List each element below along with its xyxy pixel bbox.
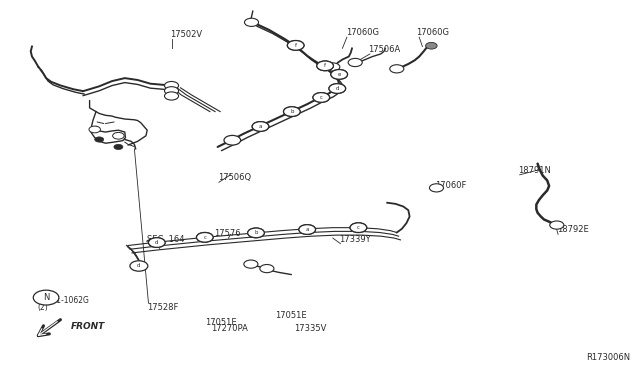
Circle shape [95, 137, 104, 142]
Text: e: e [337, 72, 341, 77]
Text: d: d [335, 86, 339, 91]
Circle shape [244, 260, 258, 268]
Circle shape [313, 93, 330, 102]
Circle shape [248, 228, 264, 238]
Text: SEC. 164: SEC. 164 [147, 235, 185, 244]
Circle shape [224, 135, 241, 145]
Circle shape [284, 107, 300, 116]
Circle shape [252, 122, 269, 131]
Text: c: c [320, 95, 323, 100]
Circle shape [390, 65, 404, 73]
Text: d: d [155, 240, 159, 245]
Circle shape [350, 223, 367, 232]
Text: 17060G: 17060G [416, 28, 449, 37]
Circle shape [285, 108, 299, 116]
Text: 18792E: 18792E [557, 225, 589, 234]
Text: c: c [357, 225, 360, 230]
Text: (2): (2) [37, 303, 48, 312]
Text: a: a [259, 124, 262, 129]
Circle shape [113, 132, 124, 139]
Circle shape [225, 136, 239, 144]
Circle shape [130, 261, 148, 271]
Circle shape [253, 122, 268, 131]
Text: a: a [305, 227, 309, 232]
Text: 17051E: 17051E [275, 311, 307, 320]
Text: 08911-1062G: 08911-1062G [37, 296, 89, 305]
Text: f: f [294, 43, 297, 48]
Circle shape [350, 223, 367, 232]
Text: 17270PA: 17270PA [211, 324, 248, 333]
Circle shape [332, 70, 346, 78]
Circle shape [148, 238, 165, 247]
Text: 17335V: 17335V [294, 324, 327, 333]
Circle shape [429, 184, 444, 192]
Circle shape [331, 70, 348, 79]
Text: b: b [290, 109, 294, 114]
Circle shape [33, 290, 59, 305]
Circle shape [329, 84, 346, 93]
Text: 17060G: 17060G [346, 28, 379, 37]
Text: 17576: 17576 [214, 229, 241, 238]
Circle shape [314, 93, 328, 102]
Circle shape [148, 238, 165, 247]
Circle shape [550, 221, 564, 229]
Text: 17339Y: 17339Y [339, 235, 371, 244]
Circle shape [317, 61, 333, 71]
Text: 17506Q: 17506Q [218, 173, 251, 182]
Circle shape [289, 41, 303, 49]
Circle shape [317, 61, 333, 71]
Circle shape [313, 93, 330, 102]
Text: b: b [254, 230, 258, 235]
Text: 17528F: 17528F [147, 303, 179, 312]
Circle shape [164, 81, 179, 90]
Circle shape [260, 264, 274, 273]
Text: FRONT: FRONT [70, 322, 105, 331]
Text: f: f [324, 63, 326, 68]
Text: 17502V: 17502V [170, 30, 202, 39]
Circle shape [248, 228, 264, 238]
Circle shape [348, 58, 362, 67]
Text: 17506A: 17506A [368, 45, 400, 54]
Text: 18791N: 18791N [518, 166, 551, 175]
Circle shape [284, 107, 300, 116]
Text: 17060F: 17060F [435, 181, 467, 190]
Circle shape [318, 62, 332, 70]
Circle shape [326, 63, 340, 71]
Circle shape [164, 87, 179, 95]
Circle shape [426, 42, 437, 49]
Circle shape [114, 144, 123, 150]
Circle shape [244, 18, 259, 26]
Circle shape [331, 70, 348, 79]
Circle shape [89, 126, 100, 133]
Text: N: N [43, 293, 49, 302]
Text: d: d [137, 263, 141, 269]
Text: c: c [204, 235, 206, 240]
Circle shape [164, 92, 179, 100]
Circle shape [196, 232, 213, 242]
Text: 17051E: 17051E [205, 318, 236, 327]
Circle shape [299, 225, 316, 234]
Text: R173006N: R173006N [586, 353, 630, 362]
Circle shape [196, 232, 213, 242]
Circle shape [330, 84, 344, 93]
Circle shape [287, 41, 304, 50]
Circle shape [299, 225, 316, 234]
Circle shape [287, 41, 304, 50]
Circle shape [252, 122, 269, 131]
Circle shape [329, 84, 346, 93]
